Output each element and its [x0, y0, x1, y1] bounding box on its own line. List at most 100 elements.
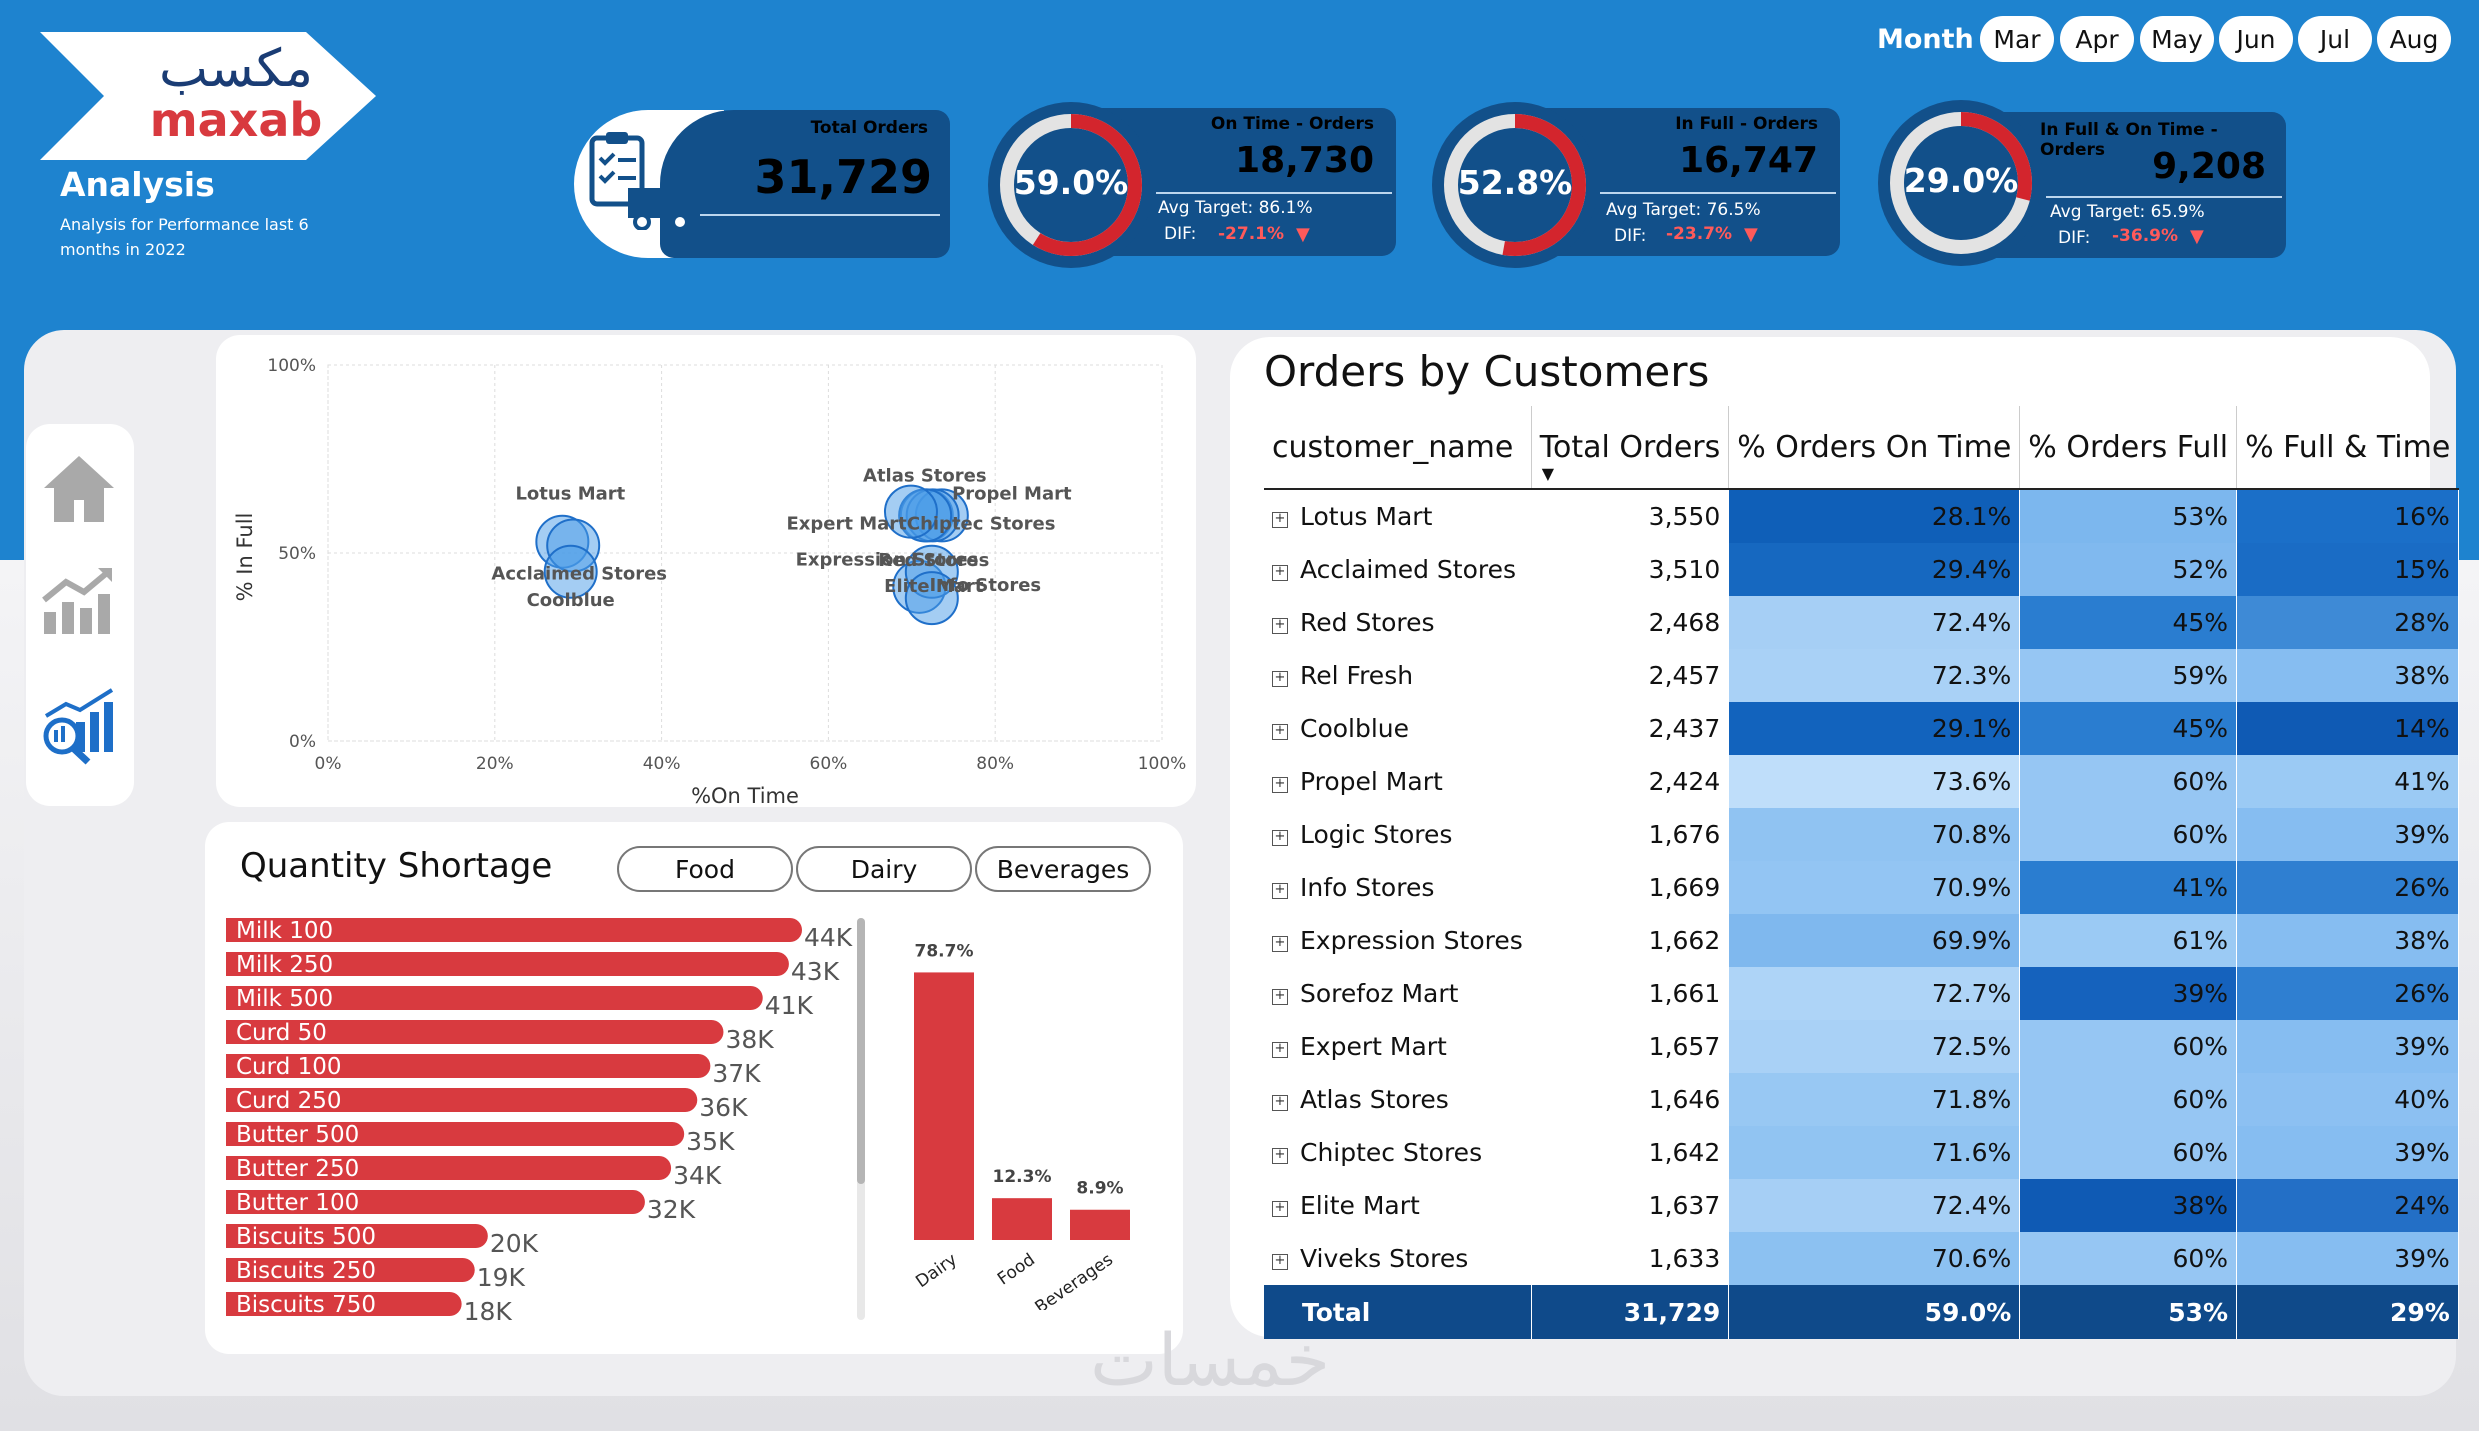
- expand-row-icon[interactable]: +: [1272, 989, 1288, 1005]
- scatter-point[interactable]: [883, 484, 938, 539]
- analytics-search-icon[interactable]: [40, 686, 124, 766]
- scatter-point-label: Acclaimed Stores: [491, 563, 667, 584]
- full-cell: 60%: [2019, 755, 2238, 808]
- shortage-bar[interactable]: [226, 1292, 462, 1316]
- expand-row-icon[interactable]: +: [1272, 1254, 1288, 1270]
- table-row[interactable]: + Chiptec Stores 1,642 71.6% 60% 39%: [1264, 1126, 2459, 1179]
- shortage-bar[interactable]: [226, 1156, 672, 1180]
- filter-dairy-button[interactable]: Dairy: [796, 846, 972, 892]
- column-header-customer[interactable]: customer_name: [1264, 406, 1532, 490]
- expand-row-icon[interactable]: +: [1272, 777, 1288, 793]
- category-bar[interactable]: [992, 1198, 1052, 1240]
- table-row[interactable]: + Acclaimed Stores 3,510 29.4% 52% 15%: [1264, 543, 2459, 596]
- dif-label: DIF:: [1164, 224, 1197, 244]
- table-row[interactable]: + Rel Fresh 2,457 72.3% 59% 38%: [1264, 649, 2459, 702]
- scatter-point[interactable]: [904, 571, 959, 626]
- expand-row-icon[interactable]: +: [1272, 830, 1288, 846]
- shortage-bar[interactable]: [226, 1088, 698, 1112]
- expand-row-icon[interactable]: +: [1272, 1148, 1288, 1164]
- on-time-cell: 72.4%: [1728, 596, 2021, 649]
- expand-row-icon[interactable]: +: [1272, 618, 1288, 634]
- shortage-bar-label: Butter 100: [236, 1190, 359, 1216]
- month-option-mar[interactable]: Mar: [1980, 16, 2054, 62]
- table-row[interactable]: + Lotus Mart 3,550 28.1% 53% 16%: [1264, 489, 2459, 543]
- expand-row-icon[interactable]: +: [1272, 1042, 1288, 1058]
- growth-chart-icon[interactable]: [40, 566, 118, 636]
- total-orders-cell: 2,457: [1531, 649, 1730, 702]
- column-header-label: % Orders Full: [2028, 429, 2229, 465]
- expand-row-icon[interactable]: +: [1272, 1095, 1288, 1111]
- full-cell: 60%: [2019, 1232, 2238, 1285]
- shortage-bar-value: 32K: [647, 1195, 696, 1224]
- month-option-apr[interactable]: Apr: [2060, 16, 2134, 62]
- table-row[interactable]: + Sorefoz Mart 1,661 72.7% 39% 26%: [1264, 967, 2459, 1020]
- category-bar-label: Food: [994, 1250, 1039, 1290]
- column-header-full-and-time[interactable]: % Full & Time: [2236, 406, 2459, 490]
- shortage-bar[interactable]: [226, 1258, 475, 1282]
- table-row[interactable]: + Coolblue 2,437 29.1% 45% 14%: [1264, 702, 2459, 755]
- scatter-point[interactable]: [543, 544, 598, 599]
- table-row[interactable]: + Atlas Stores 1,646 71.8% 60% 40%: [1264, 1073, 2459, 1126]
- filter-food-button[interactable]: Food: [617, 846, 793, 892]
- table-row[interactable]: + Expert Mart 1,657 72.5% 60% 39%: [1264, 1020, 2459, 1073]
- month-option-aug[interactable]: Aug: [2377, 16, 2451, 62]
- scatter-x-tick: 20%: [476, 754, 514, 774]
- table-row[interactable]: + Logic Stores 1,676 70.8% 60% 39%: [1264, 808, 2459, 861]
- column-header-label: % Full & Time: [2245, 429, 2451, 465]
- customer-name: Rel Fresh: [1300, 661, 1414, 690]
- on-time-cell: 71.6%: [1728, 1126, 2021, 1179]
- expand-row-icon[interactable]: +: [1272, 565, 1288, 581]
- on-time-cell: 72.5%: [1728, 1020, 2021, 1073]
- column-header-full[interactable]: % Orders Full: [2019, 406, 2238, 490]
- month-option-jun[interactable]: Jun: [2219, 16, 2293, 62]
- in-full-pct: 52.8%: [1457, 163, 1573, 202]
- clipboard-truck-icon: [589, 132, 690, 230]
- down-arrow-icon: ▼: [1744, 224, 1758, 245]
- expand-row-icon[interactable]: +: [1272, 1201, 1288, 1217]
- shortage-bar[interactable]: [226, 1190, 645, 1214]
- customer-name: Acclaimed Stores: [1300, 555, 1517, 584]
- total-orders-cell: 1,657: [1531, 1020, 1730, 1073]
- shortage-bar[interactable]: [226, 952, 789, 976]
- shortage-bar-cap: [226, 1122, 250, 1146]
- shortage-bar[interactable]: [226, 918, 802, 942]
- shortage-bar[interactable]: [226, 986, 763, 1010]
- shortage-bar[interactable]: [226, 1224, 488, 1248]
- table-row[interactable]: + Propel Mart 2,424 73.6% 60% 41%: [1264, 755, 2459, 808]
- expand-row-icon[interactable]: +: [1272, 883, 1288, 899]
- shortage-bar[interactable]: [226, 1054, 711, 1078]
- shortage-bar-label: Milk 500: [236, 986, 333, 1012]
- expand-row-icon[interactable]: +: [1272, 671, 1288, 687]
- total-orders-cell: 1,669: [1531, 861, 1730, 914]
- customer-name-cell: + Info Stores: [1264, 861, 1532, 914]
- table-row[interactable]: + Viveks Stores 1,633 70.6% 60% 39%: [1264, 1232, 2459, 1285]
- month-option-jul[interactable]: Jul: [2298, 16, 2372, 62]
- total-on-time: 59.0%: [1728, 1285, 2021, 1339]
- table-row[interactable]: + Expression Stores 1,662 69.9% 61% 38%: [1264, 914, 2459, 967]
- expand-row-icon[interactable]: +: [1272, 512, 1288, 528]
- shortage-bar[interactable]: [226, 1122, 685, 1146]
- shortage-bar[interactable]: [226, 1020, 724, 1044]
- on-time-cell: 71.8%: [1728, 1073, 2021, 1126]
- shortage-bar-value: 41K: [765, 991, 814, 1020]
- filter-beverages-button[interactable]: Beverages: [975, 846, 1151, 892]
- category-bar[interactable]: [914, 972, 974, 1240]
- customer-name-cell: + Sorefoz Mart: [1264, 967, 1532, 1020]
- table-row[interactable]: + Red Stores 2,468 72.4% 45% 28%: [1264, 596, 2459, 649]
- expand-row-icon[interactable]: +: [1272, 936, 1288, 952]
- customer-name-cell: + Atlas Stores: [1264, 1073, 1532, 1126]
- month-option-may[interactable]: May: [2140, 16, 2214, 62]
- table-row[interactable]: + Elite Mart 1,637 72.4% 38% 24%: [1264, 1179, 2459, 1232]
- table-row[interactable]: + Info Stores 1,669 70.9% 41% 26%: [1264, 861, 2459, 914]
- category-bar-value: 8.9%: [1076, 1179, 1123, 1199]
- column-header-total-orders[interactable]: Total Orders ▼: [1531, 406, 1730, 490]
- scatter-x-tick: 100%: [1138, 754, 1187, 774]
- category-bar[interactable]: [1070, 1209, 1130, 1240]
- shortage-bar-label: Milk 250: [236, 952, 333, 978]
- scrollbar-thumb[interactable]: [857, 918, 865, 1184]
- home-icon[interactable]: [40, 450, 118, 528]
- total-orders-cell: 3,510: [1531, 543, 1730, 596]
- full-and-time-cell: 38%: [2236, 914, 2459, 967]
- column-header-on-time[interactable]: % Orders On Time: [1728, 406, 2021, 490]
- expand-row-icon[interactable]: +: [1272, 724, 1288, 740]
